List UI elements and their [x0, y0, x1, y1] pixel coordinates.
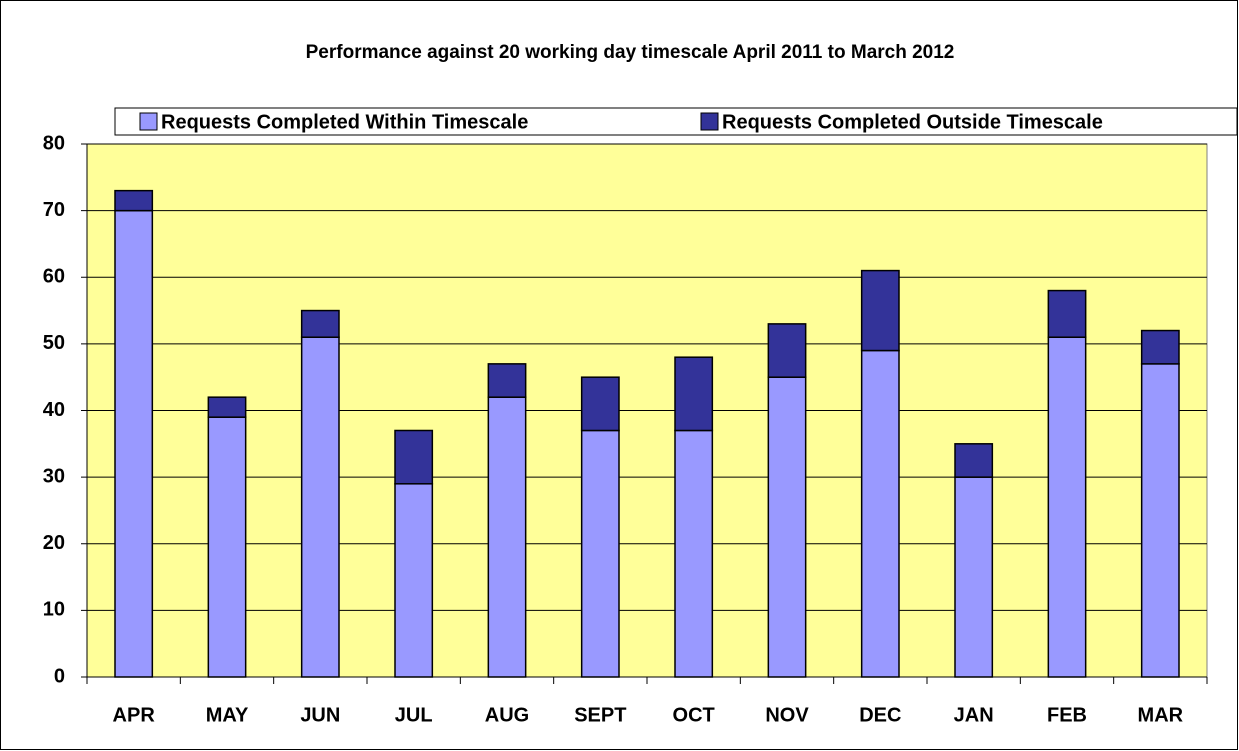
legend-label: Requests Completed Outside Timescale	[722, 111, 1103, 133]
bar-segment	[114, 209, 154, 678]
bar-segment	[860, 269, 900, 352]
bar-segment	[1047, 336, 1087, 678]
bar-segment	[394, 483, 434, 678]
bar-segment	[394, 429, 434, 485]
y-tick-label: 20	[43, 532, 65, 554]
legend-swatch	[700, 112, 719, 131]
y-tick-label: 80	[43, 132, 65, 154]
x-tick-label: APR	[113, 704, 156, 726]
y-tick-label: 10	[43, 599, 65, 621]
x-tick-label: JUL	[395, 704, 433, 726]
y-tick-label: 60	[43, 266, 65, 288]
x-tick-label: NOV	[765, 704, 809, 726]
x-tick-label: SEPT	[574, 704, 626, 726]
bar-segment	[487, 363, 527, 398]
bar-segment	[207, 396, 247, 418]
bar-segment	[954, 476, 994, 678]
bar-segment	[767, 323, 807, 378]
bar-segment	[674, 356, 714, 432]
bar-segment	[207, 416, 247, 678]
bar-segment	[860, 349, 900, 678]
x-tick-label: FEB	[1047, 704, 1087, 726]
bar-segment	[114, 189, 154, 212]
bar-segment	[300, 309, 340, 338]
y-tick-label: 70	[43, 199, 65, 221]
bar-segment	[580, 429, 620, 678]
x-tick-label: JUN	[300, 704, 340, 726]
y-tick-label: 30	[43, 465, 65, 487]
legend-swatch	[139, 112, 158, 131]
legend-box	[114, 107, 1238, 136]
bar-segment	[580, 376, 620, 432]
bar-segment	[1140, 363, 1180, 678]
y-tick-label: 50	[43, 332, 65, 354]
y-tick-label: 40	[43, 399, 65, 421]
x-tick-label: MAR	[1138, 704, 1184, 726]
chart-title: Performance against 20 working day times…	[306, 42, 955, 63]
bar-segment	[674, 429, 714, 678]
x-tick-label: DEC	[859, 704, 901, 726]
bar-segment	[767, 376, 807, 678]
y-tick-label: 0	[54, 665, 65, 687]
bar-segment	[954, 443, 994, 478]
x-tick-label: OCT	[673, 704, 715, 726]
bar-segment	[300, 336, 340, 678]
x-tick-label: MAY	[206, 704, 249, 726]
x-tick-label: JAN	[954, 704, 994, 726]
bar-segment	[1047, 289, 1087, 338]
bar-segment	[1140, 329, 1180, 365]
bar-segment	[487, 396, 527, 678]
legend-label: Requests Completed Within Timescale	[161, 111, 528, 133]
x-tick-label: AUG	[485, 704, 529, 726]
